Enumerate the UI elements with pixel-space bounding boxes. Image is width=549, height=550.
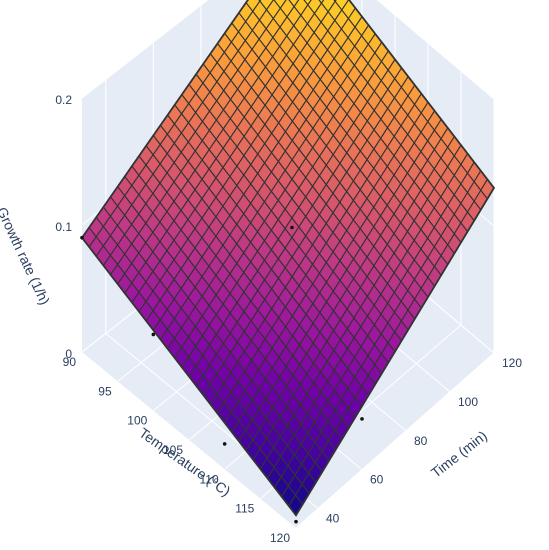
growth-rate-axis-title: Growth rate (1/h) [0, 205, 53, 308]
surface-cell [303, 0, 312, 6]
time-tick-label: 60 [370, 473, 384, 487]
wall-gridline [81, 0, 209, 99]
data-point [151, 332, 156, 337]
time-tick-label: 100 [458, 395, 478, 409]
surface-cell [288, 0, 300, 8]
tick-labels: 90 95 100 105 110 115 120 40 60 80 100 120 0 0.1 0.2 [55, 93, 522, 545]
surface-cell [334, 0, 350, 11]
temperature-tick-label: 105 [163, 443, 183, 457]
time-tick-label: 80 [414, 434, 428, 448]
data-point [294, 519, 298, 524]
temperature-tick-label: 120 [270, 531, 290, 545]
growth-rate-tick-label: 0 [65, 347, 72, 361]
wall-gridline [376, 0, 495, 100]
growth-rate-tick-label: 0.1 [55, 220, 72, 234]
surface-cell [259, 0, 275, 11]
surface-mesh [80, 0, 496, 517]
time-tick-label: 40 [326, 512, 340, 526]
data-point [290, 225, 294, 230]
floor-gridline [295, 352, 495, 529]
temperature-tick-label: 95 [98, 384, 112, 398]
surface-outline [80, 0, 496, 517]
time-tick-label: 120 [502, 356, 522, 370]
data-point [222, 442, 227, 446]
temperature-tick-label: 90 [63, 355, 77, 369]
growth-rate-tick-label: 0.2 [55, 93, 72, 107]
temperature-tick-label: 110 [200, 472, 219, 486]
temperature-tick-label: 115 [235, 502, 254, 516]
surface-cell [273, 0, 287, 9]
data-points [80, 225, 364, 524]
data-point [80, 235, 84, 240]
data-point [360, 417, 364, 421]
time-axis-title: Time (min) [428, 427, 490, 480]
temperature-tick-label: 100 [127, 414, 147, 428]
